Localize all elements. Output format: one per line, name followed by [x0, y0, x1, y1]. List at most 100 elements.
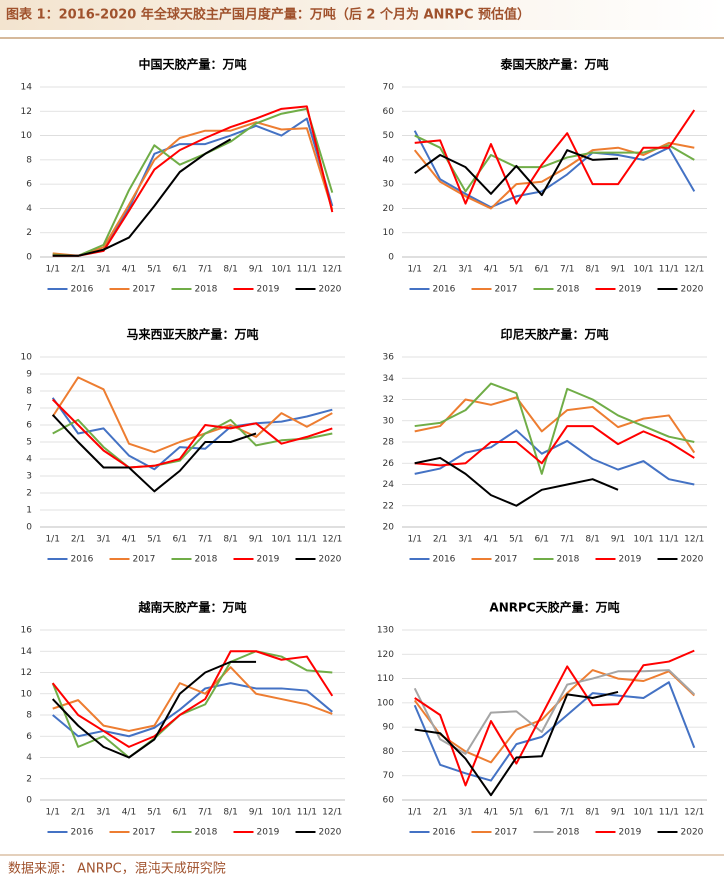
y-tick-label: 90	[383, 723, 395, 733]
x-tick-label: 5/1	[147, 265, 161, 275]
x-tick-label: 3/1	[96, 265, 110, 275]
x-tick-label: 11/1	[659, 808, 679, 818]
series-line	[414, 649, 695, 787]
x-tick-label: 1/1	[407, 535, 421, 545]
x-tick-label: 12/1	[684, 808, 704, 818]
x-tick-label: 10/1	[271, 535, 291, 545]
series-line	[52, 682, 333, 738]
chart-title: 泰国天胶产量：万吨	[499, 57, 608, 72]
series-line	[51, 376, 333, 454]
x-tick-label: 4/1	[122, 265, 136, 275]
legend-label: 2018	[557, 828, 580, 838]
legend-label: 2018	[195, 555, 218, 565]
legend-label: 2018	[557, 555, 580, 565]
y-tick-label: 6	[26, 421, 32, 431]
legend-label: 2016	[433, 555, 456, 565]
x-tick-label: 2/1	[71, 808, 85, 818]
legend-label: 2019	[619, 555, 642, 565]
series-line	[52, 121, 334, 257]
x-tick-label: 6/1	[173, 808, 187, 818]
legend-label: 2016	[71, 555, 94, 565]
y-tick-label: 10	[21, 689, 33, 699]
legend-label: 2020	[681, 555, 704, 565]
y-tick-label: 10	[21, 131, 33, 141]
y-tick-label: 9	[26, 370, 32, 380]
y-tick-label: 6	[26, 180, 32, 190]
y-tick-label: 110	[377, 674, 394, 684]
x-tick-label: 7/1	[560, 265, 574, 275]
chart-title: 越南天胶产量：万吨	[137, 600, 246, 615]
y-tick-label: 3	[26, 472, 32, 482]
legend-label: 2017	[133, 555, 156, 565]
x-tick-label: 10/1	[633, 535, 653, 545]
x-tick-label: 2/1	[433, 265, 447, 275]
legend-label: 2020	[681, 828, 704, 838]
chart-title: 印尼天胶产量：万吨	[500, 327, 608, 342]
x-tick-label: 1/1	[45, 808, 59, 818]
series-line	[52, 398, 333, 469]
legend-label: 2019	[257, 285, 280, 295]
legend-label: 2017	[495, 828, 518, 838]
x-tick-label: 8/1	[223, 265, 237, 275]
x-tick-label: 8/1	[223, 808, 237, 818]
series-line	[413, 669, 695, 755]
series-line	[52, 666, 333, 732]
legend-label: 2019	[257, 828, 280, 838]
y-tick-label: 2	[26, 228, 32, 238]
legend-label: 2018	[195, 285, 218, 295]
x-tick-label: 4/1	[122, 808, 136, 818]
y-tick-label: 130	[377, 626, 394, 636]
y-tick-label: 0	[26, 253, 32, 263]
figure-title: 图表 1：2016-2020 年全球天胶主产国月度产量：万吨（后 2 个月为 A…	[6, 7, 530, 23]
x-tick-label: 2/1	[71, 535, 85, 545]
series-line	[52, 418, 333, 469]
x-tick-label: 5/1	[509, 808, 523, 818]
y-tick-label: 24	[383, 480, 395, 490]
x-tick-label: 10/1	[633, 808, 653, 818]
y-tick-label: 12	[21, 107, 32, 117]
y-tick-label: 14	[21, 647, 33, 657]
x-tick-label: 7/1	[198, 535, 212, 545]
x-tick-label: 6/1	[173, 535, 187, 545]
y-tick-label: 2	[26, 489, 32, 499]
legend-label: 2016	[433, 285, 456, 295]
y-tick-label: 34	[383, 374, 395, 384]
x-tick-label: 3/1	[458, 535, 472, 545]
y-tick-label: 10	[383, 228, 395, 238]
chart-title: 中国天胶产量：万吨	[138, 57, 246, 72]
y-tick-label: 30	[383, 180, 395, 190]
y-tick-label: 7	[26, 404, 32, 414]
x-tick-label: 8/1	[585, 265, 599, 275]
x-tick-label: 3/1	[458, 265, 472, 275]
x-tick-label: 1/1	[45, 265, 59, 275]
legend-label: 2018	[195, 828, 218, 838]
legend-label: 2016	[71, 828, 94, 838]
series-line	[414, 134, 695, 193]
y-tick-label: 12	[21, 668, 32, 678]
y-tick-label: 16	[21, 626, 33, 636]
y-tick-label: 20	[383, 523, 395, 533]
x-tick-label: 4/1	[484, 535, 498, 545]
y-tick-label: 4	[26, 753, 32, 763]
chart-title: ANRPC天胶产量：万吨	[489, 600, 619, 615]
x-tick-label: 10/1	[271, 265, 291, 275]
x-tick-label: 9/1	[249, 265, 263, 275]
x-tick-label: 4/1	[484, 265, 498, 275]
y-tick-label: 4	[26, 455, 32, 465]
x-tick-label: 6/1	[535, 535, 549, 545]
y-tick-label: 22	[383, 501, 394, 511]
series-line	[52, 107, 334, 257]
legend-label: 2020	[319, 828, 342, 838]
x-tick-label: 11/1	[659, 265, 679, 275]
legend-label: 2020	[319, 555, 342, 565]
x-tick-label: 10/1	[271, 808, 291, 818]
legend-label: 2016	[433, 828, 456, 838]
y-tick-label: 0	[26, 523, 32, 533]
x-tick-label: 7/1	[198, 808, 212, 818]
x-tick-label: 3/1	[96, 535, 110, 545]
x-tick-label: 12/1	[684, 265, 704, 275]
series-line	[52, 117, 334, 257]
x-tick-label: 6/1	[535, 808, 549, 818]
y-tick-label: 0	[388, 253, 394, 263]
